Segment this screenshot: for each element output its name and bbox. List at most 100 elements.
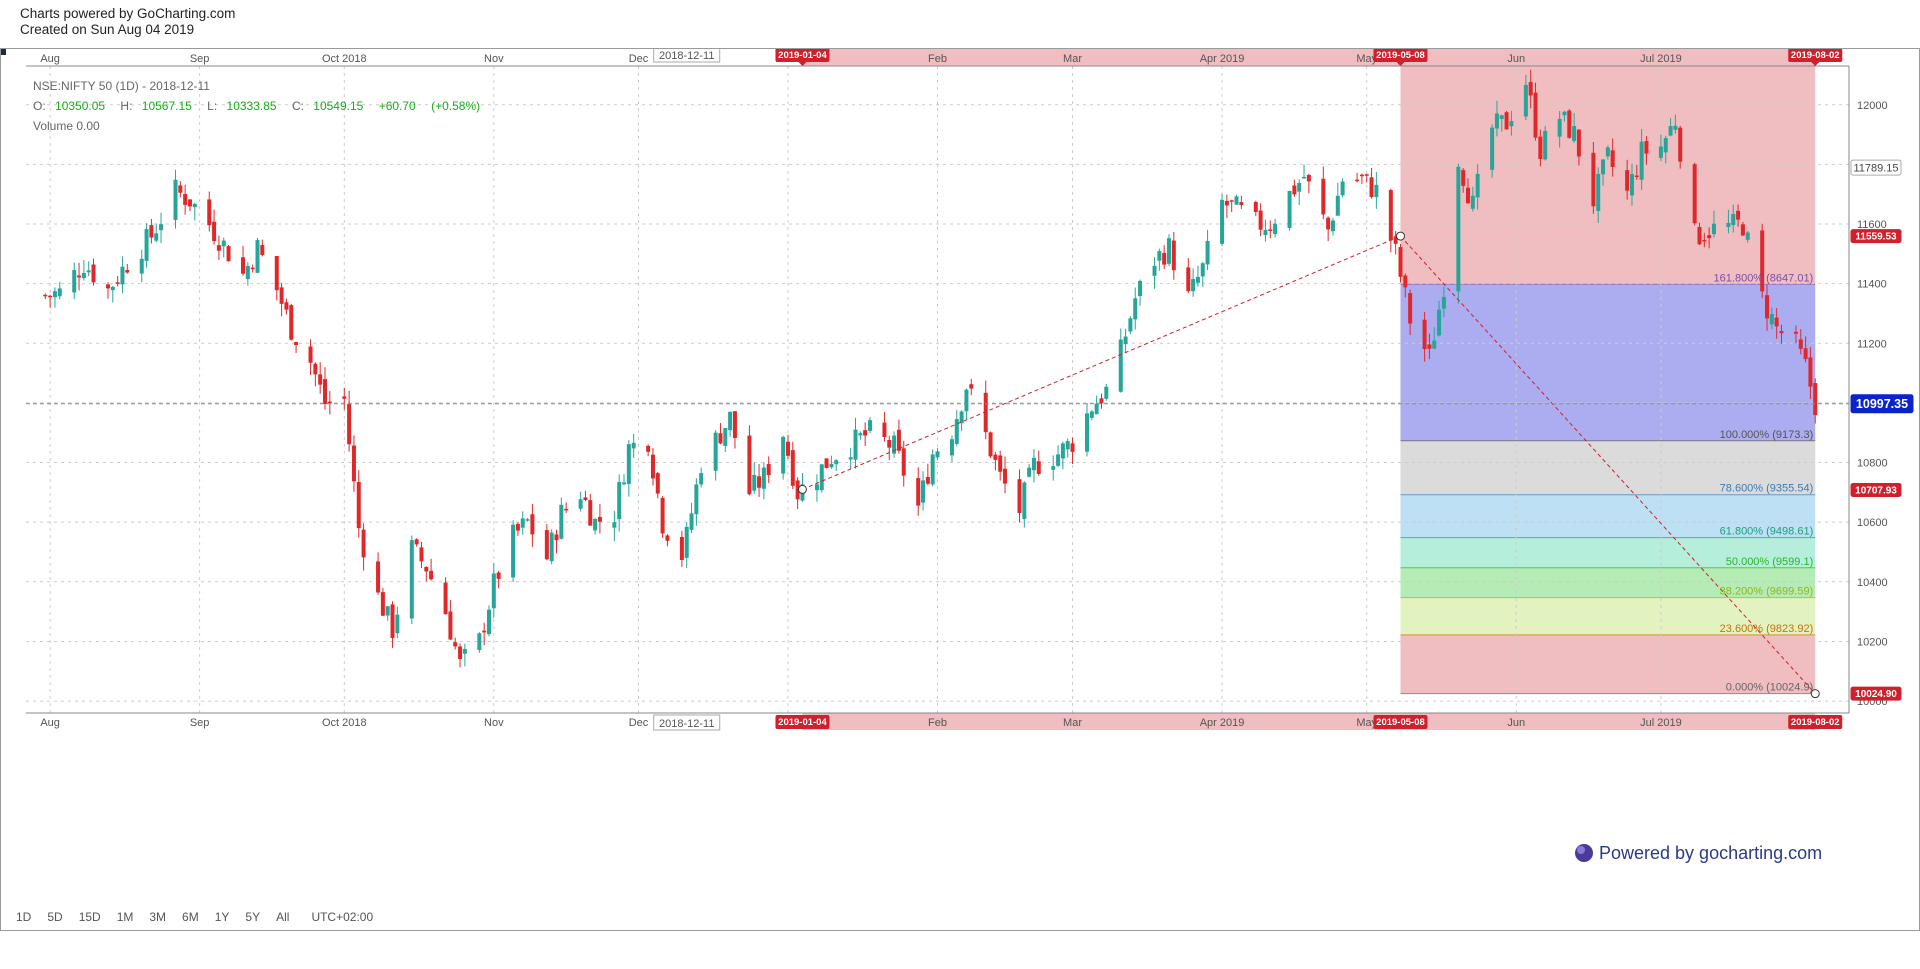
timeframe-all[interactable]: All — [276, 910, 290, 924]
candle — [1499, 114, 1504, 132]
candle-body — [1065, 441, 1070, 450]
timeframe-1y[interactable]: 1Y — [214, 910, 230, 924]
chart-frame[interactable]: 161.800% (8647.01) 100.000% (9173.3) 78.60… — [0, 46, 1920, 931]
candle — [766, 456, 771, 484]
x-tick-label-top: Apr 2019 — [1200, 53, 1245, 65]
candle — [1398, 244, 1403, 283]
candle-body — [1692, 164, 1697, 224]
candle-body — [453, 642, 458, 647]
candle-body — [747, 435, 752, 495]
candle-body — [1369, 177, 1374, 197]
candle-body — [1470, 195, 1475, 209]
timeframe-5y[interactable]: 5Y — [245, 910, 261, 924]
candle — [1234, 194, 1239, 205]
candle — [1118, 328, 1123, 393]
candle-body — [1625, 170, 1630, 191]
fib-diagonal-line — [1400, 235, 1816, 694]
candle — [1779, 324, 1784, 344]
fib-handle-start — [1395, 231, 1405, 241]
candle-body — [1388, 190, 1393, 241]
candle — [212, 209, 217, 245]
candle — [1813, 378, 1818, 424]
date-markers: 2019-01-04 2019-01-04 2019-05-08 2019-05-08… — [775, 48, 1843, 729]
candle-body — [1668, 126, 1673, 136]
candle-body — [1123, 336, 1128, 345]
candle — [988, 431, 993, 459]
candle — [622, 474, 627, 486]
candle-body — [192, 203, 197, 208]
candle — [1427, 333, 1432, 360]
candle — [1162, 245, 1167, 270]
chart-attribution: Charts powered by GoCharting.com Created… — [20, 6, 235, 38]
timeframe-3m[interactable]: 3M — [149, 910, 167, 924]
candle-body — [207, 199, 212, 226]
candle — [1003, 456, 1008, 494]
timezone-label[interactable]: UTC+02:00 — [311, 910, 374, 924]
price-tag-label: 11559.53 — [1855, 232, 1897, 243]
candle — [848, 447, 853, 469]
candle-body — [1031, 457, 1036, 471]
candle — [154, 223, 159, 243]
timeframe-1d[interactable]: 1D — [16, 910, 32, 924]
candle-body — [1157, 251, 1162, 261]
candle — [694, 478, 699, 526]
candle — [342, 387, 347, 410]
powered-by-label[interactable]: Powered by gocharting.com — [1599, 843, 1822, 863]
candle-body — [1330, 220, 1335, 232]
price-tags: 11789.15 11559.53 10997.35 10707.93 10024.90 — [1850, 159, 1914, 701]
candle — [1123, 328, 1128, 353]
candle — [1128, 316, 1133, 334]
candle — [91, 258, 96, 286]
candle-body — [1533, 92, 1538, 138]
candle — [1036, 450, 1041, 476]
candle-body — [824, 458, 829, 469]
candle — [1803, 336, 1808, 363]
candle — [713, 429, 718, 481]
candle — [684, 522, 689, 568]
candle — [414, 538, 419, 547]
candle — [921, 471, 926, 511]
x-tick-label-top: May — [1356, 53, 1377, 65]
date-marker-box-top — [1788, 48, 1843, 62]
candle-body — [255, 240, 260, 273]
candle — [241, 245, 246, 276]
candle — [544, 524, 549, 561]
y-tick-label: 10400 — [1857, 577, 1888, 589]
timeframe-1m[interactable]: 1M — [116, 910, 134, 924]
candle — [1060, 441, 1065, 470]
candle — [1736, 204, 1741, 227]
candlestick-chart[interactable]: 161.800% (8647.01) 100.000% (9173.3) 78.60… — [1, 46, 1919, 930]
candle — [1273, 218, 1278, 238]
candle-body — [1678, 127, 1683, 162]
candle-body — [1427, 344, 1432, 349]
timeframe-15d[interactable]: 15D — [78, 910, 101, 924]
candle — [655, 471, 660, 499]
candle — [1509, 110, 1514, 136]
candle — [728, 411, 733, 437]
candle-body — [1229, 200, 1234, 202]
candle — [1239, 195, 1244, 209]
candle — [554, 529, 559, 554]
candle-body — [795, 480, 800, 500]
timeframe-6m[interactable]: 6M — [182, 910, 199, 924]
open-value: 10350.05 — [55, 99, 105, 113]
y-tick-label: 10800 — [1857, 458, 1888, 470]
candle-body — [250, 267, 255, 270]
candle-body — [1253, 201, 1258, 212]
candle — [969, 378, 974, 396]
timeframe-5d[interactable]: 5D — [47, 910, 63, 924]
candle — [1523, 74, 1528, 121]
candle — [139, 249, 144, 283]
candle-body — [1731, 213, 1736, 226]
candle — [588, 493, 593, 526]
corner-marker — [0, 49, 6, 55]
candle-body — [1523, 84, 1528, 117]
fib-level-label: 100.000% (9173.3) — [1720, 429, 1814, 441]
candle-body — [1740, 224, 1745, 236]
gocharting-logo-icon-inner — [1577, 846, 1585, 854]
candle-body — [241, 257, 246, 274]
candle-body — [757, 476, 762, 488]
candle-body — [1162, 252, 1167, 265]
candle-body — [1499, 115, 1504, 120]
candle — [1543, 125, 1548, 161]
